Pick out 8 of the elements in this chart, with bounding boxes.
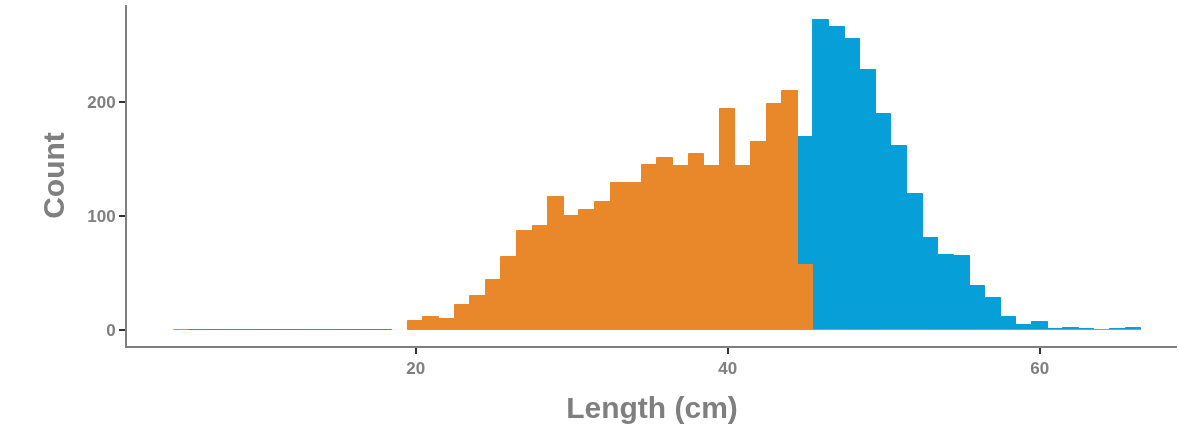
y-tick-label: 100 [87,206,116,226]
y-axis-title: Count [36,132,70,219]
x-axis-title: Length (cm) [566,391,738,425]
y-tick-label: 0 [106,320,116,340]
x-tick-label: 60 [1030,359,1050,379]
x-tick-label: 40 [718,359,738,379]
x-tick-label: 20 [406,359,426,379]
y-tick-label: 200 [87,92,116,112]
